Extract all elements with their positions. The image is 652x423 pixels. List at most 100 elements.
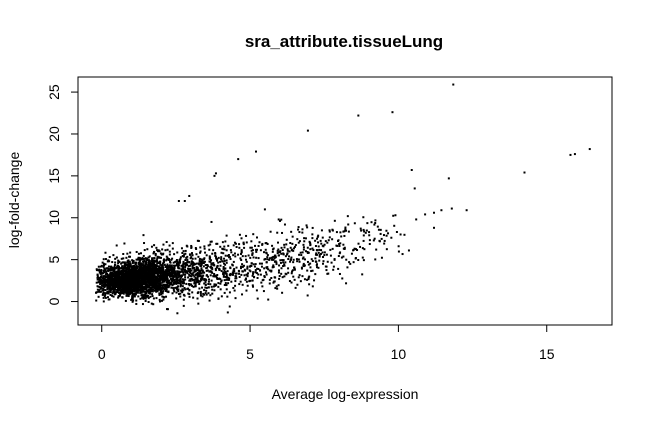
data-point — [147, 288, 150, 291]
data-point — [122, 289, 125, 292]
data-point — [261, 243, 264, 246]
data-point — [146, 283, 149, 286]
data-point — [285, 243, 288, 246]
data-point — [103, 286, 106, 289]
data-point — [255, 250, 258, 253]
data-point — [116, 272, 119, 275]
data-point — [353, 247, 356, 250]
data-point — [150, 264, 153, 267]
data-point — [229, 249, 232, 252]
data-point — [200, 267, 203, 270]
data-point — [177, 267, 180, 270]
data-point — [308, 283, 311, 286]
data-point — [323, 243, 326, 246]
data-point — [235, 277, 238, 280]
data-point — [133, 292, 136, 295]
data-point — [241, 263, 244, 266]
data-point — [135, 258, 138, 261]
data-point — [226, 295, 229, 298]
data-point — [173, 273, 176, 276]
data-point — [345, 282, 348, 285]
data-point — [214, 172, 217, 175]
data-point — [251, 253, 254, 256]
data-point — [154, 264, 157, 267]
data-point — [121, 292, 124, 295]
data-point — [145, 286, 148, 289]
data-point — [179, 283, 182, 286]
data-point — [387, 232, 390, 235]
data-point — [152, 265, 155, 268]
data-point — [107, 280, 110, 283]
data-point — [240, 252, 243, 255]
data-point — [102, 262, 105, 265]
data-point — [153, 257, 156, 260]
data-point — [181, 251, 184, 254]
data-point — [143, 282, 146, 285]
data-point — [120, 270, 123, 273]
data-point — [289, 242, 292, 245]
data-point — [136, 291, 139, 294]
data-point — [242, 264, 245, 267]
data-point — [228, 305, 231, 308]
data-point — [113, 263, 116, 266]
data-point — [184, 249, 187, 252]
data-point — [122, 270, 125, 273]
data-point — [200, 279, 203, 282]
data-point — [205, 269, 208, 272]
data-point — [135, 265, 138, 268]
data-point — [190, 256, 193, 259]
data-point — [297, 276, 300, 279]
data-point — [465, 209, 468, 212]
data-point — [246, 267, 249, 270]
data-point — [119, 289, 122, 292]
data-point — [309, 241, 312, 244]
data-point — [120, 257, 123, 260]
data-point — [123, 269, 126, 272]
data-point — [237, 253, 240, 256]
data-point — [200, 272, 203, 275]
data-point — [118, 273, 121, 276]
data-point — [167, 279, 170, 282]
data-point — [106, 287, 109, 290]
data-point — [316, 263, 319, 266]
data-point — [199, 290, 202, 293]
data-point — [323, 254, 326, 257]
data-point — [302, 248, 305, 251]
data-point — [140, 279, 143, 282]
data-point — [247, 254, 250, 257]
data-point — [182, 262, 185, 265]
data-point — [105, 283, 108, 286]
data-point — [320, 252, 323, 255]
data-point — [123, 290, 126, 293]
data-point — [122, 280, 125, 283]
data-point — [281, 259, 284, 262]
data-point — [137, 289, 140, 292]
data-point — [123, 264, 126, 267]
data-point — [195, 280, 198, 283]
data-point — [102, 300, 105, 303]
data-point — [361, 247, 364, 250]
data-point — [177, 266, 180, 269]
data-point — [181, 291, 184, 294]
data-point — [302, 256, 305, 259]
data-point — [170, 265, 173, 268]
data-point — [176, 281, 179, 284]
data-point — [112, 289, 115, 292]
data-point — [114, 288, 117, 291]
data-point — [365, 229, 368, 232]
data-point — [179, 257, 182, 260]
data-point — [242, 242, 245, 245]
data-point — [125, 256, 128, 259]
data-point — [139, 289, 142, 292]
data-point — [156, 249, 159, 252]
data-point — [138, 284, 141, 287]
data-point — [252, 271, 255, 274]
data-point — [395, 231, 398, 233]
data-point — [149, 284, 152, 287]
data-point — [117, 291, 120, 294]
data-point — [156, 284, 159, 287]
data-point — [282, 261, 285, 264]
data-point — [233, 289, 236, 292]
data-point — [345, 258, 348, 261]
data-point — [291, 269, 294, 272]
